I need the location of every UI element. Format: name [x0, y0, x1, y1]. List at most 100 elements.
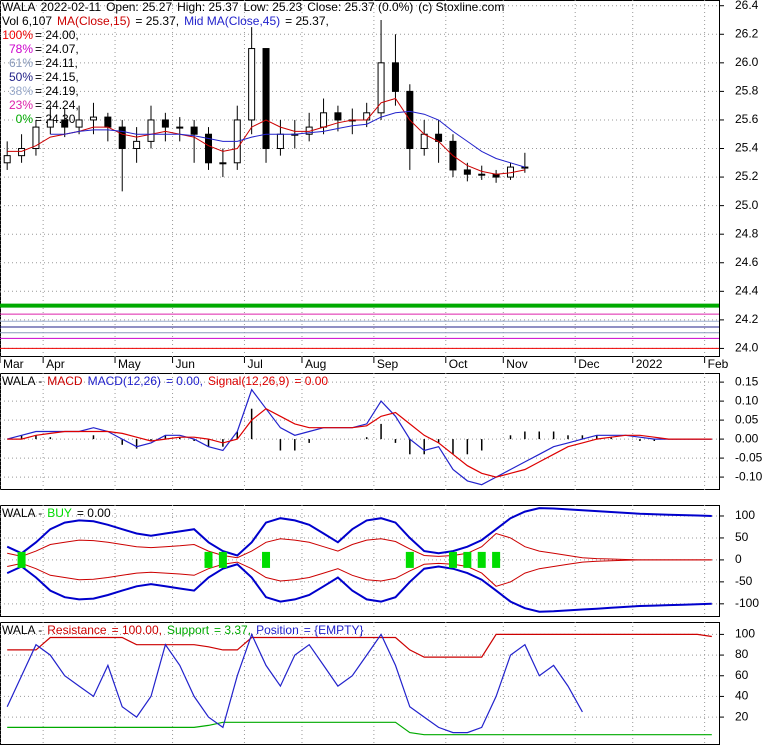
- legend-name: MA(Close,15): [57, 14, 130, 28]
- candle-body: [262, 48, 270, 150]
- candle-body: [104, 116, 112, 128]
- candle-body: [334, 112, 342, 121]
- candle-body: [118, 126, 126, 150]
- y-tick-label: 25.6: [735, 112, 759, 126]
- band-line: [7, 559, 712, 587]
- y-tick-label: 24.8: [735, 226, 759, 240]
- indicator-line: [7, 633, 712, 658]
- legend-value: = 25.37,: [135, 14, 179, 28]
- title-prefix: WALA -: [2, 506, 42, 520]
- x-tick-label: Jul: [247, 357, 262, 371]
- panel-frame: [0, 622, 720, 745]
- indicator-line: [7, 407, 712, 478]
- candle-body: [147, 119, 155, 142]
- legend-value: = 0.00: [77, 506, 111, 520]
- fib-value: = 24.00,: [35, 28, 79, 42]
- legend-value: = 3.37,: [214, 623, 251, 637]
- candle-body: [463, 169, 471, 175]
- y-tick-label: 25.0: [735, 198, 759, 212]
- candle-body: [190, 126, 198, 135]
- legend-value: = 25.37,: [285, 14, 329, 28]
- y-tick-label: 0.05: [735, 412, 759, 426]
- fib-name: 78%: [9, 42, 33, 56]
- indicator-line: [7, 388, 712, 486]
- x-tick-label: Nov: [506, 357, 527, 371]
- header-text: Low: 25.23: [244, 0, 303, 14]
- header-text: Open: 25.27: [106, 0, 172, 14]
- x-tick-label: Dec: [578, 357, 599, 371]
- legend-name: MACD(12,26): [88, 374, 161, 388]
- header-text: High: 25.37: [177, 0, 239, 14]
- legend-value: = 0.00,: [166, 374, 203, 388]
- y-tick-label: 50: [735, 530, 749, 544]
- legend-name: Support: [167, 623, 210, 637]
- candle-body: [75, 119, 83, 128]
- indicator-line: [7, 721, 712, 736]
- panel-frame: [0, 0, 720, 357]
- x-tick-label: Jun: [176, 357, 195, 371]
- y-tick-label: 24.6: [735, 255, 759, 269]
- ma-line: [50, 110, 526, 168]
- buy-signal: [204, 551, 213, 568]
- legend-name: Mid MA(Close,45): [184, 14, 280, 28]
- x-tick-label: Aug: [305, 357, 326, 371]
- fib-name: 23%: [9, 98, 33, 112]
- buy-signal: [405, 551, 414, 568]
- candle-body: [18, 148, 26, 157]
- buy-signal: [448, 551, 457, 568]
- legend-name: Position: [256, 623, 299, 637]
- candle-body: [478, 173, 486, 176]
- x-tick-label: Apr: [46, 357, 65, 371]
- x-tick-label: 2022: [636, 357, 663, 371]
- candle-body: [61, 119, 69, 128]
- legend-value: = {EMPTY}: [304, 623, 364, 637]
- fib-value: = 24.07,: [35, 42, 79, 56]
- band-line: [7, 532, 712, 561]
- panel-frame: [0, 373, 720, 490]
- fib-name: 0%: [16, 112, 34, 126]
- x-tick-label: Sep: [377, 357, 399, 371]
- indicator-line: [6, 632, 583, 734]
- candle-body: [420, 133, 428, 150]
- header-text: Close: 25.37 (0.0%): [307, 0, 413, 14]
- candle-body: [363, 112, 371, 121]
- header-text: WALA: [2, 0, 36, 14]
- y-tick-label: 24.4: [735, 283, 759, 297]
- y-tick-label: 60: [735, 668, 749, 682]
- x-tick-label: Oct: [449, 357, 468, 371]
- legend-value: = 100.00,: [112, 623, 162, 637]
- legend-name: Resistance: [47, 623, 107, 637]
- candle-body: [320, 112, 328, 128]
- y-tick-label: 80: [735, 647, 749, 661]
- candle-body: [3, 155, 11, 164]
- candle-body: [205, 133, 213, 164]
- header-text: 2022-02-11: [41, 0, 102, 14]
- candle-body: [391, 62, 399, 92]
- indicator-name: MACD: [47, 374, 83, 388]
- buy-signal: [492, 551, 501, 568]
- fib-value: = 24.19,: [35, 84, 79, 98]
- legend-name: Signal(12,26,9): [208, 374, 289, 388]
- buy-signal: [463, 551, 472, 568]
- fib-value: = 24.11,: [35, 56, 78, 70]
- candle-body: [276, 133, 284, 150]
- y-tick-label: 24.0: [735, 341, 759, 355]
- band-line: [6, 507, 712, 557]
- title-prefix: WALA -: [2, 374, 42, 388]
- y-tick-label: 25.8: [735, 84, 759, 98]
- buy-signal: [477, 551, 486, 568]
- y-tick-label: 100: [735, 627, 755, 641]
- y-tick-label: 25.4: [735, 141, 759, 155]
- y-tick-label: -100: [735, 596, 759, 610]
- y-tick-label: 100: [735, 508, 755, 522]
- candle-body: [219, 162, 227, 165]
- header-text: (c) Stoxline.com: [418, 0, 504, 14]
- candle-body: [32, 126, 40, 150]
- buy-signal: [17, 551, 26, 568]
- fib-value: = 24.15,: [35, 70, 79, 84]
- candle-body: [89, 116, 97, 121]
- candle-body: [133, 140, 141, 150]
- fib-name: 38%: [9, 84, 33, 98]
- y-tick-label: 26.0: [735, 55, 759, 69]
